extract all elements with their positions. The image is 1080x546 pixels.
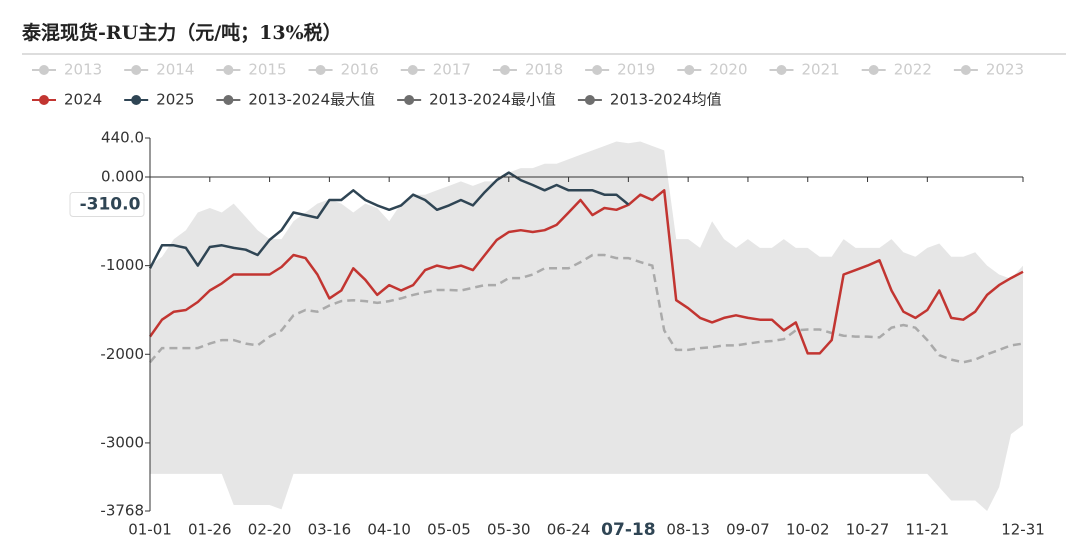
y-tick-label: -3768 bbox=[100, 502, 144, 520]
legend-icon-dot bbox=[223, 65, 234, 75]
chart-title: 泰混现货-RU主力（元/吨；13%税） bbox=[21, 21, 342, 44]
legend-icon-dot bbox=[584, 95, 595, 105]
legend-label: 2021 bbox=[802, 61, 840, 79]
pointer-y-box bbox=[69, 191, 145, 217]
legend-label: 2016 bbox=[341, 61, 379, 79]
pointer-x-label: 07-18 bbox=[601, 520, 655, 540]
legend-icon-dot bbox=[39, 65, 49, 75]
legend-icon-dot bbox=[407, 65, 418, 75]
x-tick-label: 05-30 bbox=[487, 521, 531, 539]
legend-icon-dot bbox=[223, 95, 234, 105]
legend-label: 2018 bbox=[525, 61, 563, 79]
legend-label: 2014 bbox=[156, 61, 194, 79]
legend-icon-dot bbox=[684, 65, 695, 75]
legend-label: 2025 bbox=[156, 91, 194, 109]
legend-icon-dot bbox=[131, 95, 142, 105]
x-tick-label: 10-27 bbox=[846, 521, 890, 539]
x-tick-label: 01-26 bbox=[188, 521, 232, 539]
legend-icon-dot bbox=[868, 65, 879, 75]
series-line bbox=[148, 189, 1024, 355]
legend-label: 2022 bbox=[894, 61, 932, 79]
legend-label: 2013-2024最大值 bbox=[248, 91, 375, 109]
x-tick-label: 01-01 bbox=[128, 521, 172, 539]
series-line bbox=[148, 171, 630, 269]
legend-icon-dot bbox=[960, 65, 971, 75]
y-tick-label: -2000 bbox=[100, 345, 144, 363]
x-tick-label: 05-05 bbox=[427, 521, 471, 539]
legend-label: 2023 bbox=[986, 61, 1024, 79]
legend-label: 2013 bbox=[64, 61, 102, 79]
pointer-y-label: -310.0 bbox=[80, 194, 141, 214]
x-tick-label: 03-16 bbox=[308, 521, 352, 539]
y-tick-label: -1000 bbox=[100, 256, 144, 274]
legend-icon-dot bbox=[39, 95, 49, 105]
legend-icon-dot bbox=[592, 65, 603, 75]
x-tick-label: 12-31 bbox=[1001, 521, 1045, 539]
legend-label: 2013-2024最小值 bbox=[429, 91, 556, 109]
legend-icon-dot bbox=[131, 65, 142, 75]
x-tick-label: 02-20 bbox=[248, 521, 292, 539]
band-upper bbox=[150, 141, 1023, 511]
legend-label: 2020 bbox=[709, 61, 747, 79]
x-tick-label: 04-10 bbox=[367, 521, 411, 539]
legend-icon-dot bbox=[776, 65, 787, 75]
legend-label: 2019 bbox=[617, 61, 655, 79]
legend-label: 2024 bbox=[64, 91, 102, 109]
y-tick-label: 0.000 bbox=[101, 168, 144, 186]
legend-label: 2013-2024均值 bbox=[610, 91, 722, 109]
x-tick-label: 09-07 bbox=[726, 521, 770, 539]
pointer-x-box bbox=[592, 518, 665, 542]
legend-icon-dot bbox=[499, 65, 510, 75]
legend-icon-dot bbox=[315, 65, 326, 75]
x-tick-label: 10-02 bbox=[786, 521, 830, 539]
x-tick-label: 11-21 bbox=[906, 521, 950, 539]
avg-line bbox=[149, 253, 1024, 364]
x-tick-label: 06-24 bbox=[547, 521, 591, 539]
legend-label: 2017 bbox=[433, 61, 471, 79]
y-tick-label: 440.0 bbox=[101, 129, 144, 147]
band-lower bbox=[150, 425, 1023, 511]
legend-label: 2015 bbox=[248, 61, 286, 79]
y-tick-label: -3000 bbox=[100, 433, 144, 451]
x-tick-label: 08-13 bbox=[666, 521, 710, 539]
legend-icon-dot bbox=[404, 95, 415, 105]
